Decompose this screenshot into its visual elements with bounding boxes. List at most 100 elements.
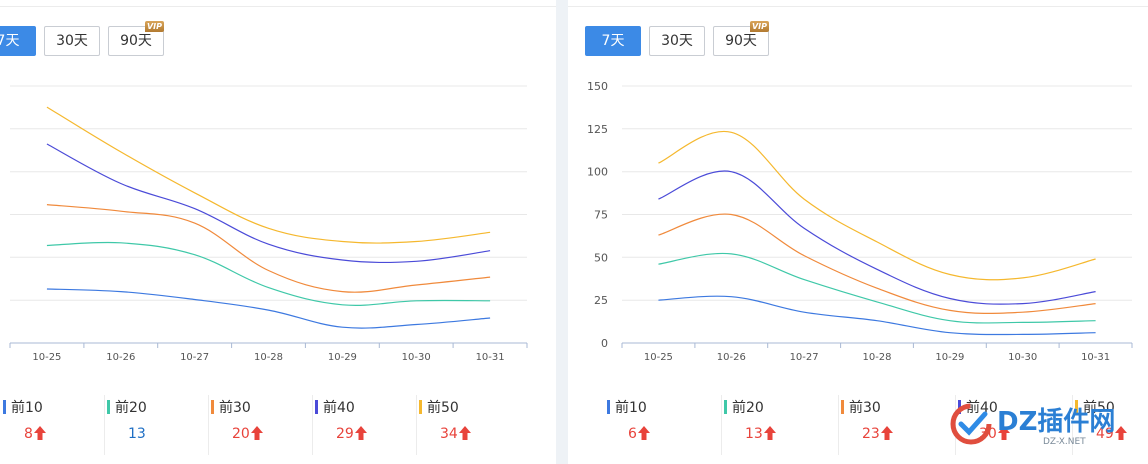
vip-badge: VIP <box>145 21 164 32</box>
line-chart: 0 25 50 75 100 125 150 10-25 10-26 10-27 10-28 10-2… <box>587 80 1133 363</box>
legend-label: 前30 <box>211 397 251 417</box>
divider <box>0 6 556 7</box>
legend-label: 前50 <box>1075 397 1115 417</box>
legend-label-text: 前10 <box>11 400 43 416</box>
legend-value-text: 23 <box>862 426 880 442</box>
legend-value: 20 <box>232 426 263 442</box>
legend-separator <box>721 395 722 455</box>
legend-separator <box>416 395 417 455</box>
legend-label: 前20 <box>107 397 147 417</box>
legend-item[interactable]: 前10 8 <box>0 393 104 457</box>
series-line <box>46 204 491 293</box>
legend-value: 29 <box>336 426 367 442</box>
watermark-brand: DZ插件网 <box>997 407 1115 437</box>
tab-7-days[interactable]: 7天 <box>0 26 36 56</box>
up-arrow-icon <box>880 426 893 440</box>
y-tick-label: 150 <box>587 80 608 93</box>
ranking-panel-right: 7天 30天 90天 VIP 0 25 50 75 100 125 150 10-25 10-2… <box>568 0 1148 464</box>
legend-item[interactable]: 前10 6 <box>604 393 721 457</box>
legend-label: 前10 <box>3 397 43 417</box>
line-chart: 10-25 10-26 10-27 10-28 10-29 10-30 10-31 <box>9 85 528 363</box>
legend-item[interactable]: 前50 49 <box>1072 393 1148 457</box>
legend-value-text: 8 <box>24 426 33 442</box>
legend-label-text: 前20 <box>732 400 764 416</box>
legend-item[interactable]: 前20 13 <box>104 393 208 457</box>
legend-value: 34 <box>440 426 471 442</box>
legend-label-text: 前50 <box>427 400 459 416</box>
legend-swatch <box>3 400 6 414</box>
range-tabs: 7天 30天 90天 VIP <box>568 21 1148 56</box>
y-tick-label: 75 <box>594 209 608 222</box>
legend-label: 前50 <box>419 397 459 417</box>
legend-swatch <box>724 400 727 414</box>
x-tick-label: 10-30 <box>1008 352 1037 363</box>
series-line <box>46 288 491 329</box>
x-tick-label: 10-28 <box>254 352 283 363</box>
series-line <box>658 130 1096 281</box>
legend-separator <box>104 395 105 455</box>
legend-value: 13 <box>128 426 146 442</box>
x-tick-label: 10-30 <box>402 352 431 363</box>
up-arrow-icon <box>637 426 650 440</box>
y-tick-label: 100 <box>587 166 608 179</box>
legend-swatch <box>1075 400 1078 414</box>
y-tick-label: 50 <box>594 251 608 264</box>
legend-separator <box>838 395 839 455</box>
legend-value-text: 13 <box>128 426 146 442</box>
legend-value-text: 34 <box>440 426 458 442</box>
legend-item[interactable]: 前30 23 <box>838 393 955 457</box>
legend-label-text: 前50 <box>1083 400 1115 416</box>
legend-value: 49 <box>1096 426 1127 442</box>
x-tick-label: 10-28 <box>862 352 891 363</box>
legend-value: 6 <box>628 426 650 442</box>
logo-ring <box>950 403 992 445</box>
tab-7-days[interactable]: 7天 <box>585 26 641 56</box>
tab-90-days[interactable]: 90天 VIP <box>108 21 164 56</box>
x-tick-label: 10-31 <box>476 352 505 363</box>
legend-swatch <box>107 400 110 414</box>
up-arrow-icon <box>1114 426 1127 440</box>
tab-30-days[interactable]: 30天 <box>649 26 705 56</box>
legend-value-text: 6 <box>628 426 637 442</box>
legend-swatch <box>315 400 318 414</box>
legend-value: 13 <box>745 426 776 442</box>
legend-value-text: 20 <box>232 426 250 442</box>
legend-value-text: 13 <box>745 426 763 442</box>
legend-label-text: 前30 <box>849 400 881 416</box>
up-arrow-icon <box>458 426 471 440</box>
legend-swatch <box>607 400 610 414</box>
series-line <box>658 295 1096 336</box>
tab-30-days[interactable]: 30天 <box>44 26 100 56</box>
up-arrow-icon <box>250 426 263 440</box>
up-arrow-icon <box>354 426 367 440</box>
legend-value: 23 <box>862 426 893 442</box>
legend-label: 前20 <box>724 397 764 417</box>
legend-label-text: 前40 <box>966 400 998 416</box>
legend-swatch <box>419 400 422 414</box>
legend-label-text: 前40 <box>323 400 355 416</box>
legend-item[interactable]: 前20 13 <box>721 393 838 457</box>
divider <box>568 6 1148 7</box>
legend-label-text: 前30 <box>219 400 251 416</box>
x-tick-label: 10-31 <box>1081 352 1110 363</box>
legend-item[interactable]: 前50 34 <box>416 393 520 457</box>
series-line <box>658 252 1096 324</box>
series-line <box>46 241 491 306</box>
y-tick-label: 25 <box>594 294 608 307</box>
legend-separator <box>1072 395 1073 455</box>
legend-swatch <box>841 400 844 414</box>
x-tick-label: 10-26 <box>717 352 746 363</box>
tab-label: 90天 <box>120 33 152 49</box>
x-tick-label: 10-25 <box>32 352 61 363</box>
x-tick-label: 10-27 <box>180 352 209 363</box>
series-line <box>46 143 491 264</box>
ranking-panel-left: 7天 30天 90天 VIP 10-25 10-26 10-27 10-28 10-29… <box>0 0 556 464</box>
legend-value: 8 <box>24 426 46 442</box>
x-tick-label: 10-25 <box>644 352 673 363</box>
legend-value-text: 49 <box>1096 426 1114 442</box>
x-tick-label: 10-26 <box>106 352 135 363</box>
legend-item[interactable]: 前40 29 <box>312 393 416 457</box>
tab-90-days[interactable]: 90天 VIP <box>713 21 769 56</box>
legend-item[interactable]: 前30 20 <box>208 393 312 457</box>
x-tick-label: 10-29 <box>328 352 357 363</box>
